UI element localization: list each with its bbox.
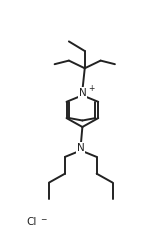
Text: N: N [77, 143, 85, 153]
Text: −: − [40, 215, 47, 224]
Text: Cl: Cl [26, 217, 37, 227]
Text: N: N [79, 88, 86, 98]
Text: +: + [88, 84, 94, 93]
